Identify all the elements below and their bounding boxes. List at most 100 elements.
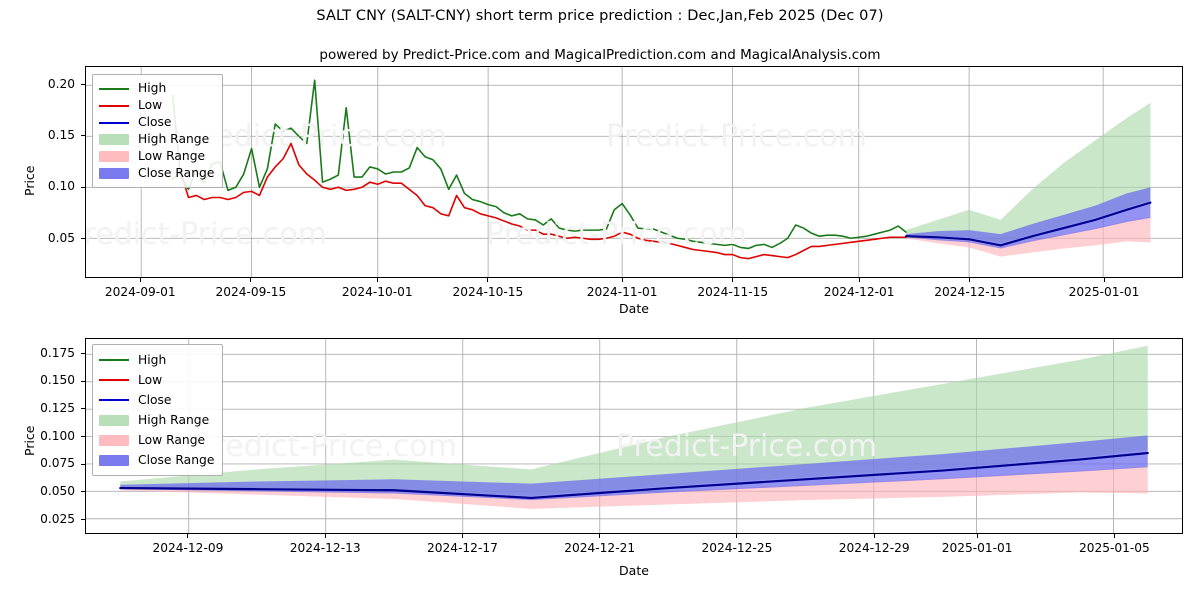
- y-tick-mark: [81, 135, 85, 137]
- y-tick-mark: [81, 408, 85, 410]
- legend-label: High: [138, 352, 167, 367]
- y-tick-mark: [81, 186, 85, 188]
- y-tick-label: 0.075: [40, 456, 75, 471]
- x-tick-mark: [376, 278, 378, 282]
- x-tick-mark: [461, 534, 463, 538]
- y-tick-mark: [81, 519, 85, 521]
- legend-swatch-close-icon: [99, 399, 129, 401]
- legend-item: Low Range: [99, 148, 214, 165]
- y-tick-label: 0.20: [47, 76, 75, 91]
- y-tick-label: 0.175: [40, 345, 75, 360]
- x-tick-mark: [969, 278, 971, 282]
- legend-item: Close: [99, 390, 214, 410]
- legend-top: High Low Close High Range Low Range Close Ran…: [92, 74, 224, 188]
- x-tick-mark: [324, 534, 326, 538]
- plot-svg-top: [86, 67, 1182, 277]
- y-tick-mark: [81, 353, 85, 354]
- x-tick-label: 2024-12-21: [564, 541, 636, 555]
- x-tick-label: 2024-09-15: [215, 285, 287, 299]
- x-tick-label: 2024-11-01: [586, 285, 658, 299]
- y-tick-label: 0.100: [40, 428, 75, 443]
- y-tick-label: 0.150: [40, 373, 75, 388]
- legend-swatch-close-range-icon: [99, 168, 129, 179]
- plot-svg-bottom: [86, 339, 1182, 533]
- y-tick-label: 0.050: [40, 483, 75, 498]
- x-tick-label: 2025-01-01: [1068, 285, 1140, 299]
- legend-label: Close Range: [138, 452, 215, 467]
- legend-label: High Range: [138, 132, 210, 147]
- y-tick-mark: [81, 491, 85, 493]
- legend-swatch-close-range-icon: [99, 454, 129, 466]
- legend-item: Close Range: [99, 165, 214, 182]
- x-tick-label: 2025-01-01: [941, 541, 1013, 555]
- x-tick-mark: [976, 534, 978, 538]
- legend-label: Close: [138, 115, 172, 130]
- x-tick-label: 2024-12-17: [427, 541, 498, 555]
- x-tick-mark: [1113, 534, 1115, 538]
- x-tick-label: 2024-12-01: [823, 285, 895, 299]
- y-tick-mark: [81, 238, 85, 240]
- x-axis-label-top: Date: [619, 301, 649, 316]
- legend-item: Close: [99, 114, 214, 131]
- y-tick-label: 0.05: [47, 230, 75, 245]
- legend-label: Low Range: [138, 432, 206, 447]
- legend-item: Low: [99, 370, 214, 390]
- legend-swatch-close-icon: [99, 121, 129, 124]
- legend-label: Low: [138, 98, 163, 113]
- x-tick-mark: [732, 278, 734, 282]
- legend-item: Low: [99, 97, 214, 114]
- chart-panel-bottom: Predict-Price.com Predict-Price.com High…: [85, 338, 1183, 534]
- legend-swatch-low-range-icon: [99, 434, 129, 446]
- y-tick-label: 0.15: [47, 127, 75, 142]
- x-tick-mark: [139, 278, 141, 282]
- page-subtitle: powered by Predict-Price.com and Magical…: [319, 47, 881, 63]
- chart-panel-top: Predict-Price.com Predict-Price.com Pred…: [85, 66, 1183, 278]
- legend-swatch-high-range-icon: [99, 134, 129, 145]
- x-tick-mark: [873, 534, 875, 538]
- plot-area-bottom: Predict-Price.com Predict-Price.com: [85, 338, 1183, 534]
- x-tick-label: 2024-12-25: [701, 541, 773, 555]
- x-tick-label: 2024-12-13: [289, 541, 361, 555]
- legend-label: High Range: [138, 412, 210, 427]
- legend-label: Low Range: [138, 149, 206, 164]
- legend-swatch-low-range-icon: [99, 151, 129, 162]
- legend-swatch-high-icon: [99, 359, 129, 361]
- legend-item: High: [99, 80, 214, 97]
- x-tick-mark: [736, 534, 738, 538]
- x-tick-label: 2024-12-29: [838, 541, 910, 555]
- x-tick-mark: [858, 278, 860, 282]
- legend-item: High: [99, 350, 214, 370]
- x-tick-label: 2025-01-05: [1078, 541, 1150, 555]
- y-tick-mark: [81, 380, 85, 382]
- legend-bottom: High Low Close High Range Low Range Close Ran…: [92, 344, 224, 476]
- page-title: SALT CNY (SALT-CNY) short term price pre…: [316, 8, 884, 24]
- y-tick-mark: [81, 436, 85, 438]
- x-tick-label: 2024-11-15: [697, 285, 769, 299]
- y-tick-label: 0.025: [40, 511, 75, 526]
- x-tick-label: 2024-09-01: [104, 285, 176, 299]
- x-tick-mark: [621, 278, 623, 282]
- plot-area-top: Predict-Price.com Predict-Price.com Pred…: [85, 66, 1183, 278]
- x-tick-label: 2024-12-15: [934, 285, 1006, 299]
- legend-swatch-low-icon: [99, 104, 129, 107]
- y-tick-label: 0.125: [40, 400, 75, 415]
- x-tick-mark: [599, 534, 601, 538]
- x-tick-mark: [487, 278, 489, 282]
- legend-item: High Range: [99, 410, 214, 430]
- legend-swatch-high-icon: [99, 87, 129, 90]
- legend-swatch-low-icon: [99, 379, 129, 381]
- legend-item: Close Range: [99, 450, 214, 470]
- x-axis-label-bottom: Date: [619, 563, 649, 578]
- x-tick-label: 2024-10-15: [452, 285, 524, 299]
- x-tick-mark: [187, 534, 189, 538]
- legend-item: High Range: [99, 131, 214, 148]
- x-tick-mark: [250, 278, 252, 282]
- y-tick-mark: [81, 84, 85, 86]
- x-tick-label: 2024-12-09: [152, 541, 224, 555]
- y-tick-mark: [81, 463, 85, 465]
- y-tick-label: 0.10: [47, 179, 75, 194]
- legend-item: Low Range: [99, 430, 214, 450]
- legend-label: Low: [138, 372, 163, 387]
- x-tick-mark: [1103, 278, 1105, 282]
